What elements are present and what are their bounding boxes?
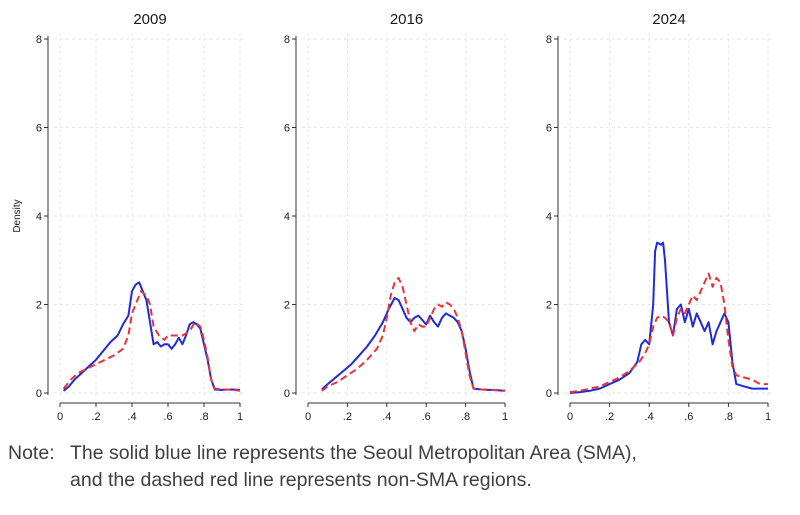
x-tick-label: 1 [765, 411, 771, 423]
x-tick-label: 1 [237, 411, 243, 423]
x-tick-label: .8 [199, 411, 208, 423]
x-tick-label: 0 [305, 411, 311, 423]
y-tick-label: 0 [546, 388, 552, 400]
x-tick-label: .6 [422, 411, 431, 423]
x-tick-label: 0 [567, 411, 573, 423]
density-figure: 0 2 4 6 8 0 .2 .4 .6 .8 1 2009 Density 0 2 4 6 8 0 .2 .4 .6 .8… [12, 11, 772, 423]
y-tick-label: 4 [36, 211, 42, 223]
non-sma-density-line [62, 290, 241, 392]
y-tick-label: 8 [36, 34, 42, 46]
y-tick-label: 6 [36, 123, 42, 135]
y-tick-label: 4 [284, 211, 290, 223]
figure-note: Note: The solid blue line represents the… [8, 440, 798, 494]
y-tick-label: 2 [546, 300, 552, 312]
panel-2024: 0 2 4 6 8 0 .2 .4 .6 .8 1 2024 [546, 11, 772, 423]
x-tick-label: .2 [91, 411, 100, 423]
panel-title: 2016 [390, 11, 423, 28]
panel-2016: 0 2 4 6 8 0 .2 .4 .6 .8 1 2016 [284, 11, 509, 423]
non-sma-density-line [569, 272, 768, 394]
y-tick-label: 8 [284, 34, 290, 46]
x-tick-label: 0 [57, 411, 63, 423]
x-tick-label: .6 [684, 411, 693, 423]
y-tick-label: 0 [284, 388, 290, 400]
y-axis-title: Density [12, 199, 23, 232]
y-tick-label: 2 [284, 300, 290, 312]
y-tick-label: 0 [36, 388, 42, 400]
x-tick-label: .6 [163, 411, 172, 423]
panel-title: 2024 [652, 11, 685, 28]
x-tick-label: .4 [127, 411, 136, 423]
panel-title: 2009 [133, 11, 166, 28]
x-tick-label: .2 [343, 411, 352, 423]
note-line-1: The solid blue line represents the Seoul… [70, 442, 637, 464]
note-lead: Note: [8, 442, 55, 464]
non-sma-density-line [321, 276, 506, 392]
sma-density-line [62, 281, 241, 392]
x-tick-label: .2 [605, 411, 614, 423]
x-tick-label: .8 [724, 411, 733, 423]
y-tick-label: 6 [284, 123, 290, 135]
y-tick-label: 8 [546, 34, 552, 46]
y-tick-label: 6 [546, 123, 552, 135]
sma-density-line [321, 296, 506, 392]
panel-2009: 0 2 4 6 8 0 .2 .4 .6 .8 1 2009 Density [12, 11, 244, 423]
sma-density-line [569, 241, 768, 394]
x-tick-label: .4 [645, 411, 654, 423]
x-tick-label: 1 [502, 411, 508, 423]
note-line-2: and the dashed red line represents non-S… [70, 469, 532, 491]
x-tick-label: .8 [461, 411, 470, 423]
y-tick-label: 4 [546, 211, 552, 223]
y-tick-label: 2 [36, 300, 42, 312]
x-tick-label: .4 [382, 411, 391, 423]
